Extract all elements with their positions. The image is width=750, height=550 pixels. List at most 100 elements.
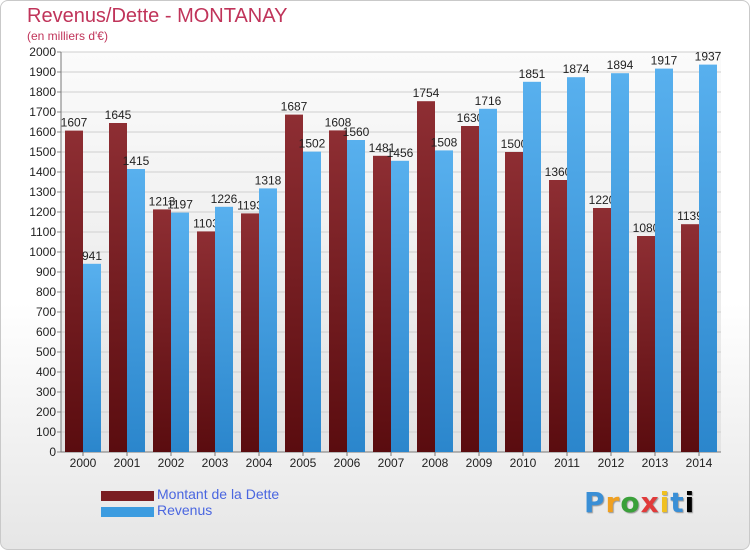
bar-dette bbox=[241, 213, 259, 452]
data-label-revenus: 1415 bbox=[123, 154, 150, 168]
bar-revenus bbox=[259, 188, 277, 452]
y-tick-label: 1100 bbox=[30, 225, 56, 239]
y-tick-label: 700 bbox=[36, 305, 56, 319]
bar-revenus bbox=[303, 151, 321, 452]
y-tick-label: 0 bbox=[49, 445, 56, 459]
y-tick-label: 800 bbox=[36, 285, 56, 299]
bar-revenus bbox=[611, 73, 629, 452]
bar-revenus bbox=[215, 206, 233, 452]
legend-label-revenus: Revenus bbox=[157, 502, 213, 518]
y-tick-label: 900 bbox=[36, 265, 56, 279]
data-label-revenus: 1226 bbox=[211, 192, 238, 206]
data-label-revenus: 1917 bbox=[651, 54, 678, 68]
bar-revenus bbox=[699, 64, 717, 452]
data-label-revenus: 1197 bbox=[167, 198, 193, 212]
data-label-revenus: 1502 bbox=[299, 137, 326, 151]
x-tick-label: 2008 bbox=[422, 456, 449, 470]
bar-dette bbox=[549, 180, 567, 452]
data-label-revenus: 1894 bbox=[607, 58, 634, 72]
data-label-revenus: 1874 bbox=[563, 62, 590, 76]
y-tick-label: 1600 bbox=[29, 125, 56, 139]
bar-revenus bbox=[655, 68, 673, 452]
bar-dette bbox=[373, 155, 391, 453]
data-label-dette: 1607 bbox=[61, 116, 88, 130]
data-label-revenus: 1716 bbox=[475, 94, 502, 108]
y-tick-label: 100 bbox=[36, 425, 56, 439]
data-label-revenus: 1560 bbox=[343, 125, 370, 139]
bar-dette bbox=[153, 209, 171, 452]
data-label-dette: 1193 bbox=[237, 198, 263, 212]
bar-dette bbox=[593, 208, 611, 452]
y-tick-label: 1400 bbox=[29, 165, 56, 179]
bar-dette bbox=[109, 123, 127, 452]
data-label-revenus: 1851 bbox=[519, 67, 546, 81]
bar-dette bbox=[505, 152, 523, 452]
data-label-revenus: 1456 bbox=[387, 146, 414, 160]
bar-revenus bbox=[171, 212, 189, 452]
bar-dette bbox=[329, 130, 347, 452]
y-tick-label: 1500 bbox=[29, 145, 56, 159]
x-tick-label: 2005 bbox=[290, 456, 317, 470]
y-tick-label: 500 bbox=[36, 345, 56, 359]
legend-swatch-dette bbox=[101, 491, 154, 501]
bar-revenus bbox=[479, 108, 497, 453]
y-tick-label: 1700 bbox=[29, 105, 56, 119]
y-tick-label: 1000 bbox=[29, 245, 56, 259]
x-tick-label: 2006 bbox=[334, 456, 361, 470]
bar-dette bbox=[285, 114, 303, 452]
proxiti-logo: Proxiti bbox=[584, 486, 696, 519]
data-label-dette: 1213 bbox=[149, 194, 176, 208]
x-tick-label: 2001 bbox=[114, 456, 141, 470]
bar-revenus bbox=[523, 81, 541, 453]
x-tick-label: 2000 bbox=[70, 456, 97, 470]
y-tick-label: 1900 bbox=[29, 65, 56, 79]
data-label-dette: 1103 bbox=[193, 216, 219, 230]
bar-dette bbox=[197, 231, 215, 452]
x-tick-label: 2014 bbox=[686, 456, 713, 470]
legend-label-dette: Montant de la Dette bbox=[157, 486, 280, 502]
bar-revenus bbox=[127, 169, 145, 452]
data-label-dette: 1220 bbox=[589, 193, 616, 207]
bar-revenus bbox=[567, 77, 585, 452]
data-label-dette: 1754 bbox=[413, 86, 440, 100]
data-label-revenus: 1508 bbox=[431, 135, 458, 149]
x-tick-label: 2011 bbox=[554, 456, 580, 470]
x-tick-label: 2012 bbox=[598, 456, 625, 470]
bar-revenus bbox=[435, 150, 453, 452]
data-label-dette: 1645 bbox=[105, 108, 132, 122]
x-tick-label: 2002 bbox=[158, 456, 185, 470]
x-tick-label: 2007 bbox=[378, 456, 405, 470]
bar-revenus bbox=[347, 140, 365, 452]
bar-dette bbox=[417, 101, 435, 452]
y-tick-label: 1300 bbox=[29, 185, 56, 199]
data-label-dette: 1630 bbox=[457, 111, 484, 125]
data-label-revenus: 1318 bbox=[255, 173, 282, 187]
data-label-dette: 1360 bbox=[545, 165, 572, 179]
y-tick-label: 600 bbox=[36, 325, 56, 339]
x-tick-label: 2003 bbox=[202, 456, 229, 470]
chart-subtitle: (en milliers d'€) bbox=[27, 29, 108, 43]
bar-dette bbox=[681, 224, 699, 452]
y-tick-label: 1800 bbox=[29, 85, 56, 99]
data-label-dette: 1500 bbox=[501, 137, 528, 151]
y-tick-label: 400 bbox=[36, 365, 56, 379]
y-tick-label: 200 bbox=[36, 405, 56, 419]
bar-dette bbox=[65, 130, 83, 452]
y-tick-label: 2000 bbox=[29, 45, 56, 59]
data-label-dette: 1080 bbox=[633, 221, 660, 235]
bar-revenus bbox=[83, 263, 101, 452]
legend-swatch-revenus bbox=[101, 507, 154, 517]
x-tick-label: 2013 bbox=[642, 456, 669, 470]
y-tick-label: 300 bbox=[36, 385, 56, 399]
x-tick-label: 2010 bbox=[510, 456, 537, 470]
data-label-dette: 1687 bbox=[281, 100, 308, 114]
bar-dette bbox=[637, 236, 655, 452]
bar-revenus bbox=[391, 160, 409, 453]
data-label-dette: 1481 bbox=[369, 141, 396, 155]
data-label-dette: 1608 bbox=[325, 115, 352, 129]
x-tick-label: 2009 bbox=[466, 456, 493, 470]
data-label-revenus: 1937 bbox=[695, 50, 722, 64]
data-label-dette: 1139 bbox=[677, 209, 703, 223]
